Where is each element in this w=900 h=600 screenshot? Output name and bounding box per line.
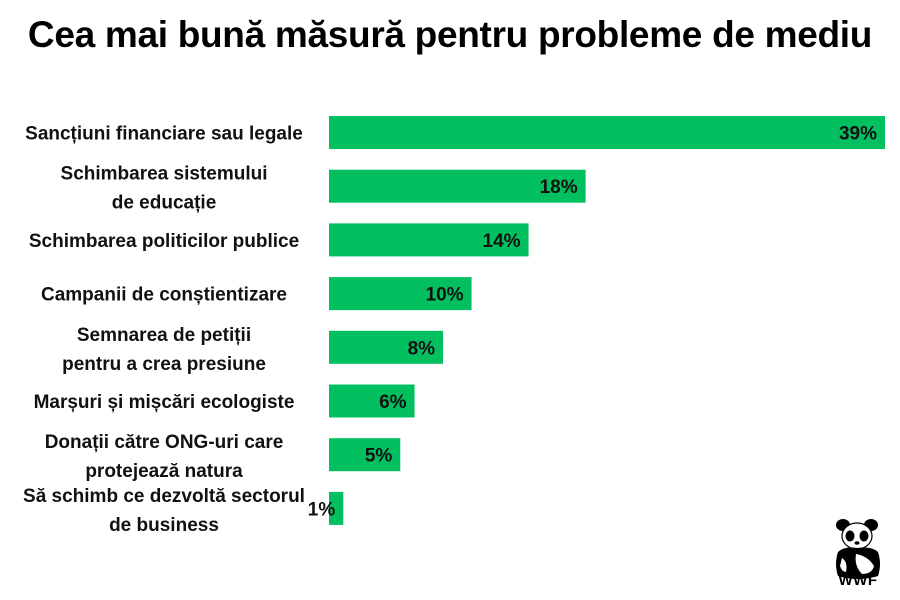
category-label-4: Campanii de conștientizare bbox=[41, 285, 287, 306]
value-label-7: 5% bbox=[365, 446, 393, 467]
category-label-8-line-1: Să schimb ce dezvoltă sectorul bbox=[23, 486, 305, 507]
category-label-6: Marșuri și mișcări ecologiste bbox=[34, 392, 295, 413]
category-label-5-line-1: Semnarea de petiții bbox=[77, 325, 251, 346]
category-label-1: Sancțiuni financiare sau legale bbox=[25, 124, 303, 145]
bar-1 bbox=[329, 116, 885, 149]
value-label-5: 8% bbox=[408, 338, 436, 359]
value-label-8: 1% bbox=[308, 499, 336, 520]
wwf-panda-logo bbox=[836, 519, 880, 579]
value-label-4: 10% bbox=[426, 285, 464, 306]
bar-3 bbox=[329, 223, 529, 257]
value-label-1: 39% bbox=[839, 124, 877, 145]
bar-7 bbox=[329, 438, 401, 472]
value-label-3: 14% bbox=[483, 231, 521, 252]
bar-5 bbox=[329, 330, 444, 364]
bar-4 bbox=[329, 277, 472, 311]
category-label-5-line-2: pentru a crea presiune bbox=[62, 354, 266, 375]
bar-2 bbox=[329, 169, 586, 203]
bar-8 bbox=[329, 491, 344, 525]
value-label-6: 6% bbox=[379, 392, 407, 413]
wwf-logo-text: WWF bbox=[838, 572, 878, 589]
bar-6 bbox=[329, 384, 415, 418]
category-label-7-line-2: protejează natura bbox=[85, 461, 243, 482]
category-label-2-line-1: Schimbarea sistemului bbox=[61, 164, 268, 185]
chart-title: Cea mai bună măsură pentru probleme de m… bbox=[27, 14, 873, 55]
category-label-7-line-1: Donații către ONG-uri care bbox=[45, 432, 284, 453]
category-label-8-line-2: de business bbox=[109, 515, 219, 536]
value-label-2: 18% bbox=[540, 177, 578, 198]
category-label-2-line-2: de educație bbox=[112, 193, 217, 214]
category-label-3: Schimbarea politicilor publice bbox=[29, 231, 299, 252]
